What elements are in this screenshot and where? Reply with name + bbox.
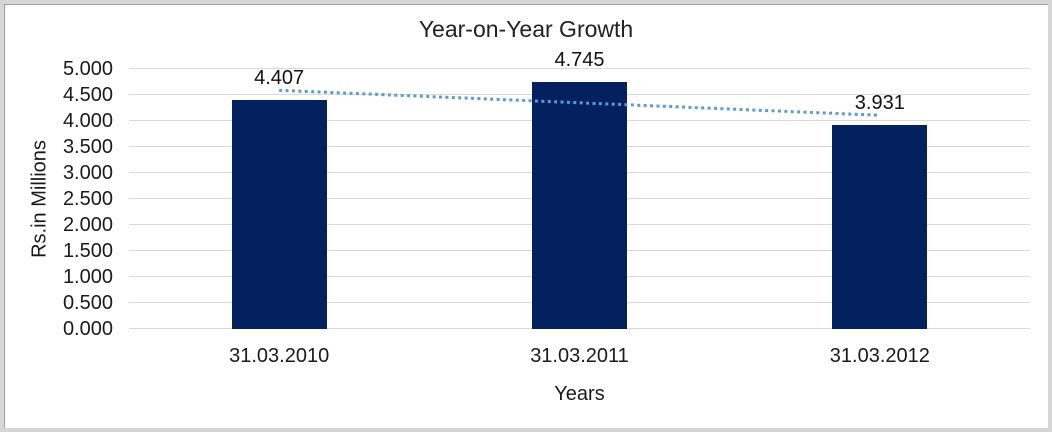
bar xyxy=(231,99,327,329)
x-tick-label: 31.03.2010 xyxy=(229,345,330,367)
x-axis-tick-labels: 31.03.2010 31.03.2011 31.03.2012 xyxy=(129,346,1030,368)
y-tick-label: 1.500 xyxy=(62,240,113,262)
x-tick-label: 31.03.2011 xyxy=(530,345,629,367)
y-tick-label: 4.500 xyxy=(62,84,113,106)
trendline xyxy=(279,88,880,117)
y-tick-label: 3.000 xyxy=(62,162,113,184)
plot-area: 4.407 4.745 3.931 xyxy=(129,50,1030,329)
y-tick-label: 5.000 xyxy=(62,58,113,80)
bar-data-label: 3.931 xyxy=(854,91,905,114)
y-tick-label: 0.000 xyxy=(62,318,113,340)
y-tick-label: 2.000 xyxy=(62,214,113,236)
x-axis-title: Years xyxy=(554,383,605,405)
y-tick-label: 4.000 xyxy=(62,110,113,132)
bar-data-label: 4.407 xyxy=(254,66,305,89)
x-tick-label: 31.03.2012 xyxy=(829,345,930,367)
y-tick-label: 3.500 xyxy=(62,136,113,158)
y-tick-label: 2.500 xyxy=(62,188,113,210)
bar xyxy=(832,124,928,329)
gridline xyxy=(129,68,1030,69)
bar xyxy=(532,82,627,329)
y-axis-tick-labels: 0.000 0.500 1.000 1.500 2.000 2.500 3.000 3.500… xyxy=(38,59,113,339)
y-tick-label: 1.000 xyxy=(62,266,113,288)
chart-title: Year-on-Year Growth xyxy=(418,16,634,42)
bar-data-label: 4.745 xyxy=(554,49,605,72)
y-tick-label: 0.500 xyxy=(62,292,113,314)
